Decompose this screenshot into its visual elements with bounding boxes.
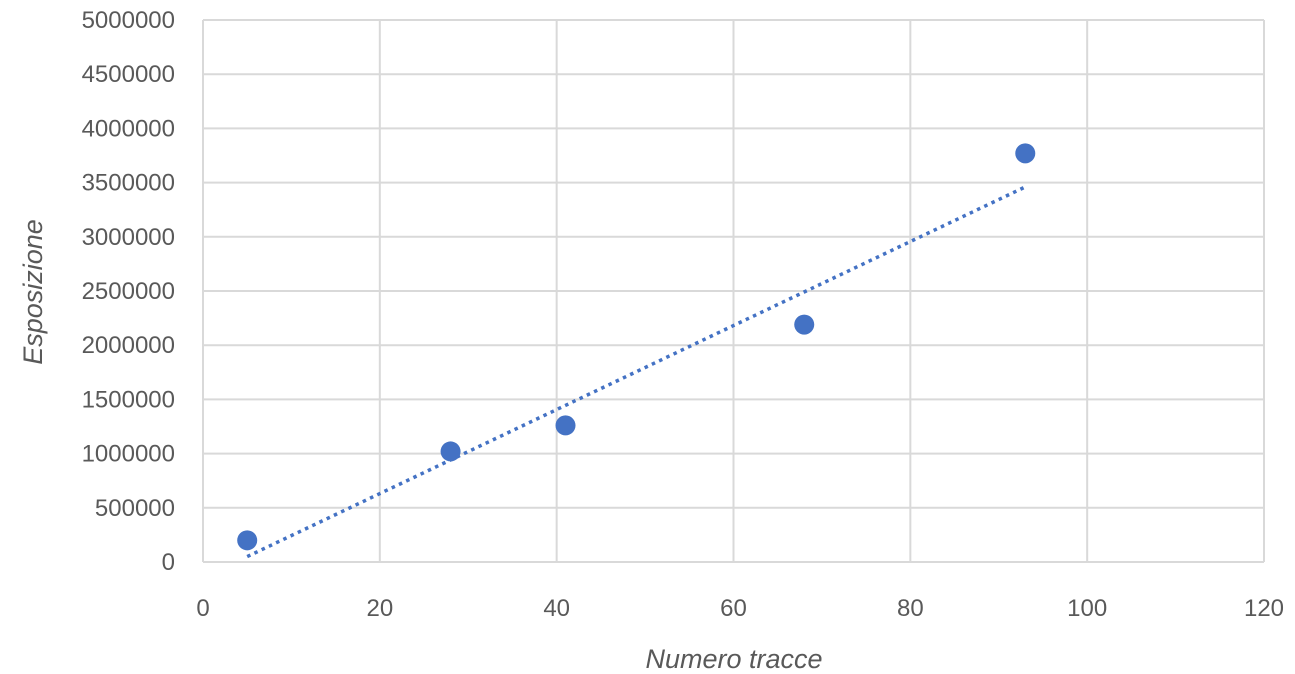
data-point [440,441,461,462]
data-points [237,143,1036,551]
y-tick-label: 0 [162,549,175,576]
y-tick-label: 2000000 [82,332,175,359]
x-tick-label: 120 [1244,595,1284,622]
y-tick-label: 4000000 [82,115,175,142]
y-tick-label: 3500000 [82,170,175,197]
x-axis-title: Numero tracce [645,644,822,674]
y-tick-label: 1000000 [82,441,175,468]
data-point [794,314,815,335]
x-tick-label: 100 [1067,595,1107,622]
trendline [246,185,1027,559]
x-tick-label: 80 [897,595,924,622]
trendline-layer [246,185,1027,559]
data-point [555,415,576,436]
x-tick-label: 40 [543,595,570,622]
x-tick-label: 20 [366,595,393,622]
x-tick-label: 60 [720,595,747,622]
tick-labels: 0 500000 1000000 1500000 2000000 2500000 30000… [82,7,1284,622]
y-tick-label: 4500000 [82,61,175,88]
x-tick-label: 0 [196,595,209,622]
y-tick-label: 500000 [95,495,175,522]
y-axis-title: Esposizione [18,219,48,365]
y-tick-label: 5000000 [82,7,175,34]
gridlines [202,19,1265,563]
y-tick-label: 3000000 [82,224,175,251]
data-point [1015,143,1036,164]
y-tick-label: 1500000 [82,386,175,413]
y-tick-label: 2500000 [82,278,175,305]
data-point [237,530,258,551]
